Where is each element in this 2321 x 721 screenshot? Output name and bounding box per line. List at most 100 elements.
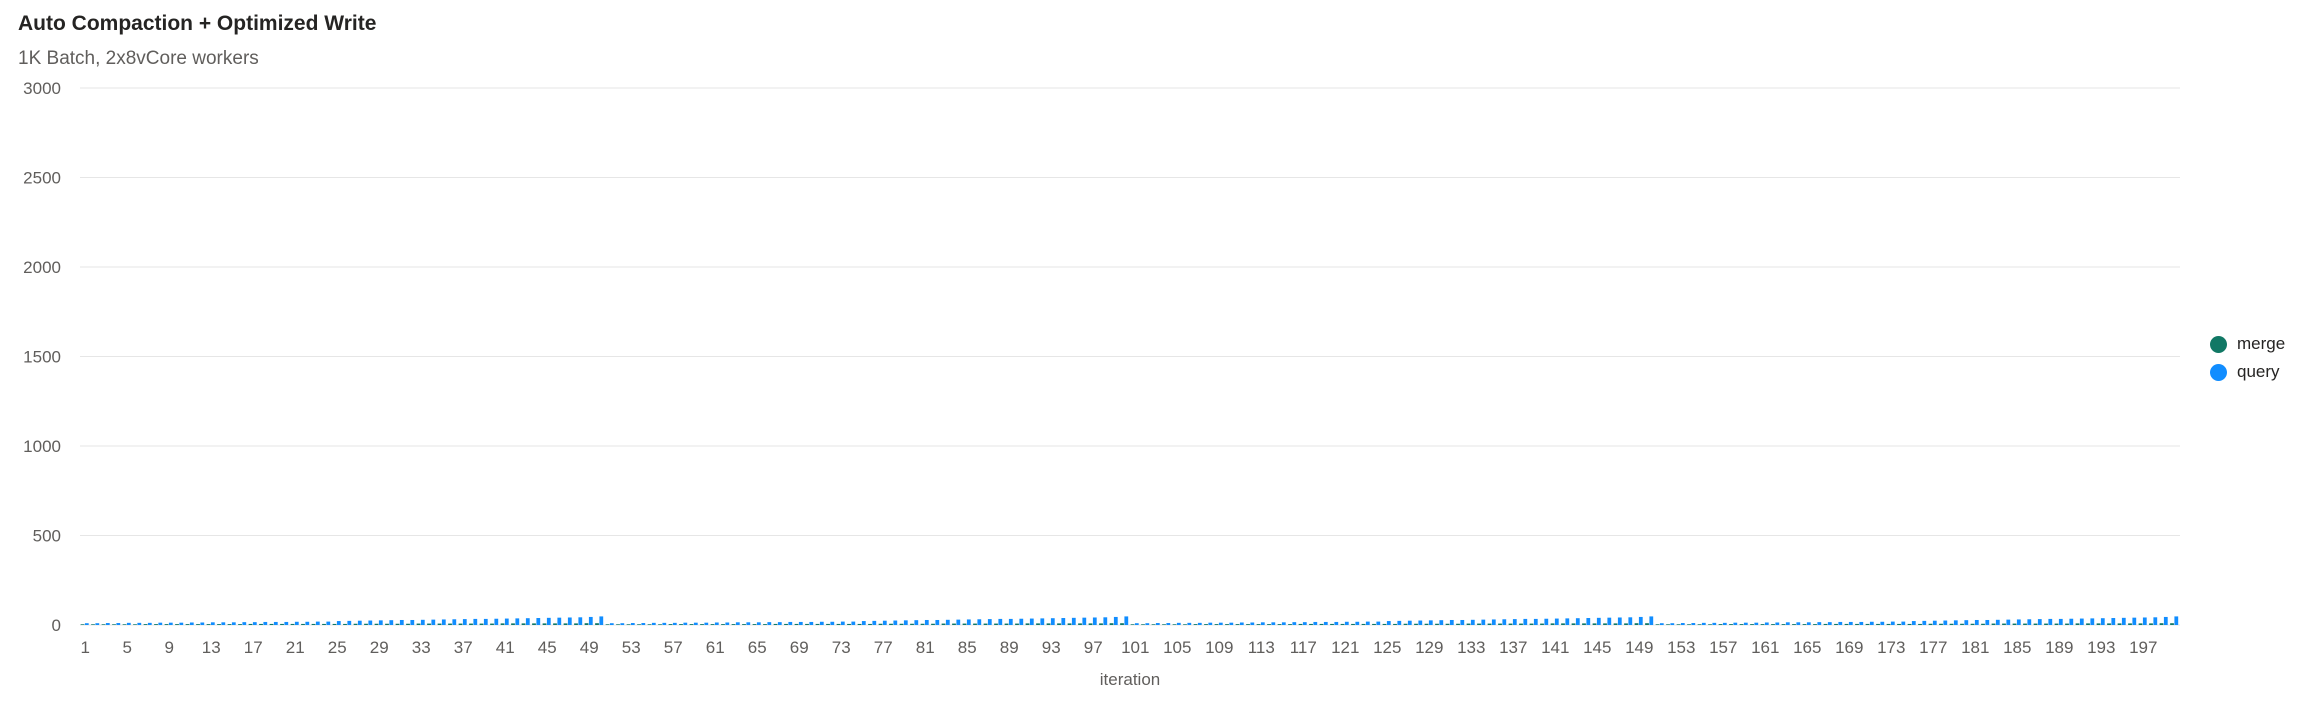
bar-merge-77 [878, 623, 883, 625]
bar-query-53 [630, 623, 635, 625]
bar-query-193 [2100, 618, 2105, 625]
bar-query-38 [473, 618, 478, 625]
y-tick-label-500: 500 [33, 527, 61, 546]
bar-merge-36 [448, 623, 452, 625]
bar-query-87 [987, 619, 992, 625]
bar-merge-164 [1792, 624, 1796, 625]
bar-query-140 [1544, 618, 1549, 625]
bar-merge-181 [1970, 623, 1975, 625]
bar-merge-74 [847, 623, 851, 625]
bar-merge-10 [175, 624, 179, 625]
bar-merge-17 [248, 623, 253, 625]
bar-merge-28 [364, 623, 368, 625]
bar-query-26 [347, 620, 352, 625]
x-tick-label-177: 177 [1919, 638, 1947, 657]
bar-merge-106 [1183, 624, 1187, 625]
bar-query-163 [1785, 622, 1790, 625]
bar-query-56 [662, 622, 667, 625]
bar-query-71 [819, 621, 824, 625]
bar-merge-138 [1519, 623, 1523, 625]
legend-label-merge: merge [2237, 334, 2286, 353]
bar-query-113 [1260, 622, 1265, 625]
bar-query-127 [1407, 620, 1412, 625]
bar-merge-149 [1634, 623, 1639, 625]
legend-swatch-query [2210, 363, 2227, 381]
bar-merge-68 [784, 623, 788, 625]
legend-item-query[interactable]: query [2210, 358, 2285, 386]
bar-merge-11 [185, 624, 190, 625]
bar-query-34 [431, 619, 436, 625]
bar-query-148 [1628, 617, 1633, 625]
x-tick-label-193: 193 [2087, 638, 2115, 657]
bar-merge-40 [490, 623, 494, 625]
bar-query-25 [336, 621, 341, 625]
x-tick-label-65: 65 [748, 638, 767, 657]
bar-query-13 [210, 622, 215, 625]
bar-query-182 [1985, 619, 1990, 625]
bar-query-88 [998, 618, 1003, 625]
bar-merge-2 [91, 624, 95, 625]
bar-merge-66 [763, 624, 767, 625]
bar-query-152 [1670, 623, 1675, 625]
bar-query-200 [2174, 616, 2179, 625]
bar-query-176 [1922, 620, 1927, 625]
bar-merge-168 [1834, 623, 1838, 625]
bar-query-44 [536, 618, 541, 625]
bar-merge-73 [836, 623, 841, 625]
bar-merge-99 [1109, 623, 1114, 625]
bar-query-77 [882, 620, 887, 625]
bar-merge-134 [1477, 623, 1481, 625]
bar-merge-159 [1739, 624, 1744, 625]
bar-merge-23 [311, 623, 316, 625]
bar-merge-76 [868, 623, 872, 625]
bar-query-39 [483, 618, 488, 625]
bar-merge-199 [2159, 623, 2164, 625]
bar-query-153 [1680, 623, 1685, 625]
bar-merge-50 [595, 623, 599, 625]
bar-query-123 [1365, 621, 1370, 625]
x-tick-label-157: 157 [1709, 638, 1737, 657]
bar-merge-141 [1550, 623, 1555, 625]
bar-merge-195 [2117, 623, 2122, 625]
bar-query-109 [1218, 622, 1223, 625]
bar-query-121 [1344, 621, 1349, 625]
x-tick-label-97: 97 [1084, 638, 1103, 657]
bar-merge-103 [1151, 624, 1156, 625]
bar-merge-18 [259, 623, 263, 625]
bar-query-19 [273, 621, 278, 625]
x-tick-label-33: 33 [412, 638, 431, 657]
legend-item-merge[interactable]: merge [2210, 330, 2285, 358]
bar-query-135 [1491, 619, 1496, 625]
bar-query-197 [2142, 617, 2147, 625]
chart-subtitle: 1K Batch, 2x8vCore workers [18, 48, 259, 69]
bar-merge-185 [2012, 623, 2017, 625]
bar-merge-104 [1162, 624, 1166, 625]
bar-query-119 [1323, 621, 1328, 625]
bar-query-106 [1187, 622, 1192, 625]
bar-query-72 [830, 621, 835, 625]
bar-merge-122 [1351, 623, 1355, 625]
bar-query-79 [903, 620, 908, 625]
bar-merge-179 [1949, 623, 1954, 625]
bar-merge-26 [343, 623, 347, 625]
bar-merge-78 [889, 623, 893, 625]
bar-query-142 [1565, 618, 1570, 625]
bar-query-66 [767, 622, 772, 625]
bar-query-131 [1449, 619, 1454, 625]
x-tick-label-1: 1 [81, 638, 90, 657]
bar-merge-148 [1624, 623, 1628, 625]
bar-query-154 [1691, 623, 1696, 625]
bar-merge-32 [406, 623, 410, 625]
bar-merge-117 [1298, 623, 1303, 625]
x-tick-label-21: 21 [286, 638, 305, 657]
bar-merge-170 [1855, 623, 1859, 625]
bar-merge-121 [1340, 623, 1345, 625]
bar-merge-93 [1046, 623, 1051, 625]
bar-query-117 [1302, 622, 1307, 625]
bar-query-156 [1712, 622, 1717, 625]
bar-merge-5 [122, 624, 127, 625]
bar-merge-25 [332, 623, 337, 625]
bar-query-62 [725, 622, 730, 625]
bar-merge-116 [1288, 624, 1292, 625]
bar-merge-133 [1466, 623, 1471, 625]
